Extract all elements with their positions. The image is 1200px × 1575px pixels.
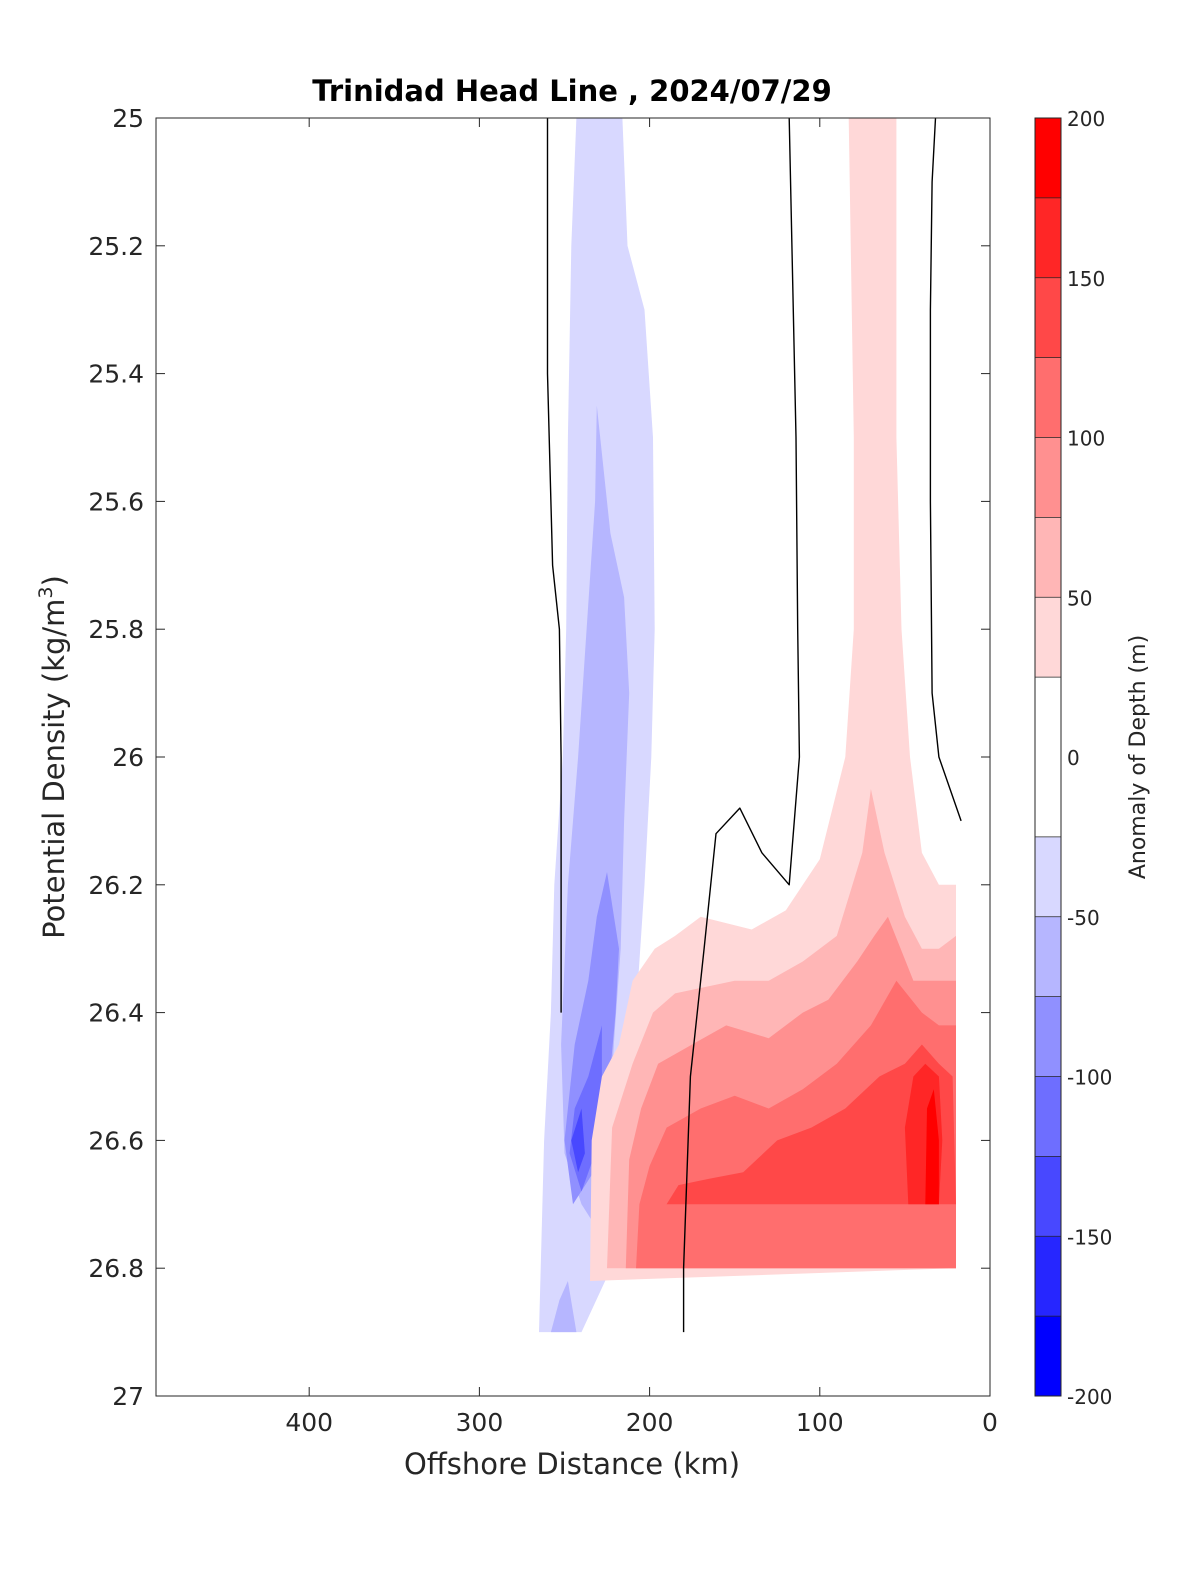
colorbar-tick-label: -150: [1067, 1225, 1112, 1249]
y-tick-label: 26.8: [88, 1254, 144, 1283]
y-axis-label-superscript: 3: [35, 586, 57, 598]
y-tick-label: 27: [112, 1382, 144, 1411]
x-tick-label: 0: [982, 1408, 998, 1437]
colorbar-level-7: [1035, 677, 1061, 837]
colorbar-level-14: [1035, 1316, 1061, 1396]
colorbar-level-11: [1035, 1076, 1061, 1157]
contour-region-5: [571, 1108, 585, 1173]
colorbar-level-1: [1035, 197, 1061, 278]
colorbar-tick-label: 200: [1067, 107, 1105, 131]
colorbar-level-5: [1035, 517, 1061, 598]
y-tick-label: 25: [112, 104, 144, 133]
y-tick-label: 26.6: [88, 1126, 144, 1155]
colorbar-level-13: [1035, 1236, 1061, 1317]
colorbar-label: Anomaly of Depth (m): [1126, 635, 1151, 879]
colorbar-tick-label: 100: [1067, 427, 1105, 451]
y-tick-label: 26.2: [88, 871, 144, 900]
y-axis-label-main: Potential Density (kg/m: [37, 599, 71, 939]
colorbar-tick-label: 50: [1067, 586, 1092, 610]
contour-region-10: [666, 1044, 956, 1205]
x-tick-label: 400: [285, 1408, 333, 1437]
x-axis-label: Offshore Distance (km): [404, 1447, 740, 1481]
x-tick-label: 200: [626, 1408, 674, 1437]
y-axis-ticks: 25 25.2 25.4 25.6 25.8 26 26.2 26.4 26.6 26.8 27: [88, 104, 990, 1411]
y-tick-label: 25.2: [88, 232, 144, 261]
colorbar-level-4: [1035, 437, 1061, 518]
y-axis-label-close: ): [37, 575, 71, 586]
plot-area: 400 300 200 100 0 25 25.2 25.4 25.6 25.8 26 26.2 26…: [88, 104, 998, 1437]
y-tick-label: 25.6: [88, 487, 144, 516]
colorbar-frame: [1034, 117, 1062, 1397]
colorbar-levels: [1035, 118, 1061, 1396]
colorbar-level-6: [1035, 597, 1061, 678]
colorbar-ticks: 200 150 100 50 0 -50 -100 -150 -200: [1067, 107, 1112, 1409]
zero-contour-line-1: [682, 117, 801, 1333]
filled-contours: [539, 118, 956, 1333]
y-tick-label: 25.4: [88, 360, 144, 389]
y-tick-label: 26.4: [88, 999, 144, 1028]
colorbar-level-10: [1035, 996, 1061, 1077]
colorbar-level-3: [1035, 357, 1061, 438]
colorbar-level-8: [1035, 836, 1061, 917]
colorbar-tick-label: 0: [1067, 746, 1080, 770]
zero-contour-lines: [546, 117, 962, 1333]
x-tick-label: 300: [456, 1408, 504, 1437]
contour-region-12: [925, 1089, 939, 1205]
x-tick-label: 100: [796, 1408, 844, 1437]
zero-contour-line-0: [546, 118, 562, 1013]
y-axis-label: Potential Density (kg/m3): [35, 575, 71, 939]
contour-region-2: [550, 1281, 577, 1333]
colorbar-level-0: [1035, 118, 1061, 198]
colorbar: 200 150 100 50 0 -50 -100 -150 -200: [1034, 107, 1112, 1409]
colorbar-level-12: [1035, 1156, 1061, 1237]
colorbar-tick-label: -50: [1067, 906, 1100, 930]
x-axis-ticks: 400 300 200 100 0: [285, 118, 998, 1437]
colorbar-level-9: [1035, 916, 1061, 997]
y-tick-label: 25.8: [88, 615, 144, 644]
colorbar-tick-label: 150: [1067, 267, 1105, 291]
colorbar-level-2: [1035, 277, 1061, 358]
y-tick-label: 26: [112, 743, 144, 772]
colorbar-tick-label: -200: [1067, 1385, 1112, 1409]
chart-title: Trinidad Head Line , 2024/07/29: [312, 74, 832, 108]
colorbar-tick-label: -100: [1067, 1066, 1112, 1090]
zero-contour-line-2: [929, 117, 962, 822]
